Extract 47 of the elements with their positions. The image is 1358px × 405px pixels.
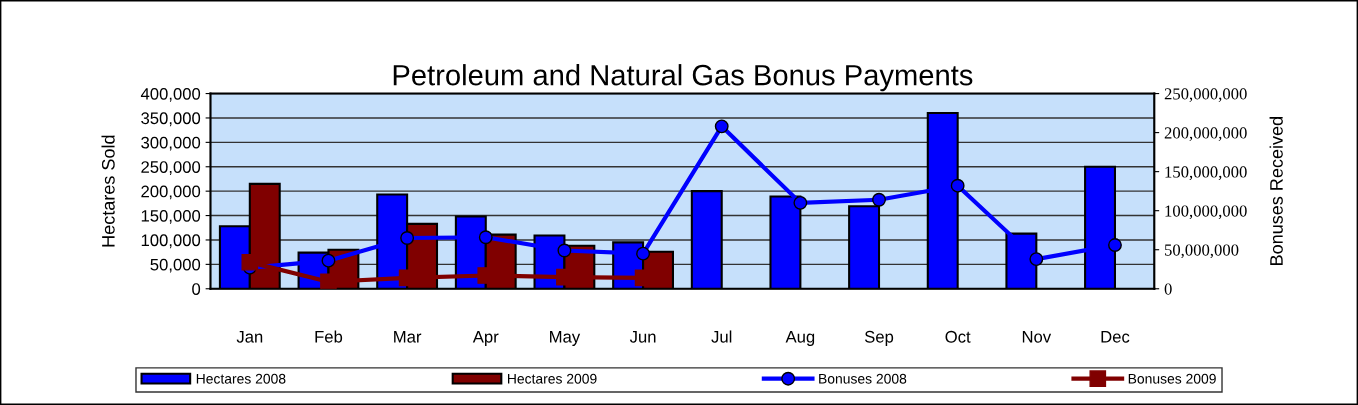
point	[793, 195, 808, 210]
x-tick-label: Nov	[1022, 331, 1052, 343]
y-tick-label: 0	[192, 283, 201, 295]
legend-label: Bonuses 2008	[819, 373, 907, 384]
x-tick-label: Apr	[472, 331, 499, 346]
y-tick-label: 150,000	[141, 209, 201, 224]
y-tick-label: 250,000	[141, 161, 201, 175]
point	[636, 246, 651, 261]
y-tick-label: 300,000	[141, 136, 201, 151]
x-tick-label: Oct	[945, 330, 971, 343]
point	[714, 119, 729, 134]
point	[321, 253, 336, 268]
point	[1029, 252, 1044, 267]
point	[557, 243, 572, 258]
y2-tick-label: 250,000,000	[1164, 88, 1247, 102]
point	[872, 192, 886, 207]
y2-tick-label: 50,000,000	[1164, 244, 1239, 259]
x-tick-label: Jan	[236, 331, 263, 343]
x-tick-label: May	[550, 331, 581, 346]
y-tick-label: 400,000	[140, 87, 201, 102]
point	[950, 178, 965, 193]
x-tick-label: Jul	[711, 330, 732, 343]
y2-tick-label: 200,000,000	[1164, 127, 1247, 141]
point	[1108, 238, 1122, 252]
x-tick-label: Mar	[394, 331, 422, 343]
y-tick-label: 350,000	[141, 112, 201, 127]
x-tick-label: Jun	[629, 331, 656, 343]
y-tick-label: 100,000	[141, 234, 201, 249]
y2-axis-title: Bonuses Received	[1269, 117, 1283, 265]
y-tick-label: 200,000	[141, 185, 201, 200]
point	[478, 230, 493, 245]
x-tick-label: Feb	[315, 330, 343, 343]
legend-label: Hectares 2008	[196, 373, 286, 384]
x-tick-label: Dec	[1101, 331, 1130, 343]
point	[241, 253, 259, 271]
y2-tick-label: 100,000,000	[1165, 205, 1247, 220]
y-axis-title: Hectares Sold	[101, 135, 115, 247]
y2-tick-label: 0	[1164, 283, 1172, 295]
point	[320, 273, 337, 289]
point	[400, 231, 415, 245]
y2-tick-label: 150,000,000	[1165, 166, 1247, 180]
y-tick-label: 50,000	[150, 258, 201, 273]
x-tick-label: Aug	[785, 331, 815, 346]
chart-title: Petroleum and Natural Gas Bonus Payments	[393, 64, 973, 92]
legend-label: Hectares 2009	[508, 373, 597, 384]
x-tick-label: Sep	[864, 330, 894, 346]
legend-label: Bonuses 2009	[1128, 373, 1216, 384]
